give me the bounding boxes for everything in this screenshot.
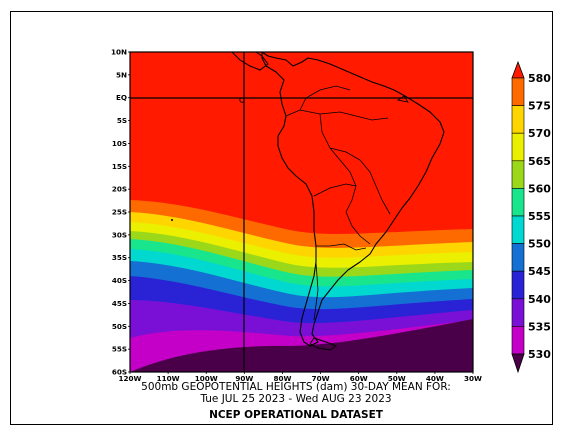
colorbar-labels: 580 575 570 565 560 555 550 545 540 535 530 (528, 72, 551, 361)
figure-frame (10, 11, 553, 425)
lon-tick-label: 50W (388, 374, 406, 383)
colorbar-level-label: 580 (528, 72, 551, 85)
colorbar-level-label: 555 (528, 210, 551, 223)
colorbar-level-label: 565 (528, 155, 551, 168)
island-dot (171, 219, 173, 221)
lon-tick-label: 40W (426, 374, 444, 383)
lat-tick-label: 10S (112, 139, 127, 148)
band-below-530 (130, 319, 473, 372)
colorbar-level-label: 535 (528, 320, 551, 333)
colorbar-swatch (511, 132, 525, 162)
lon-tick-label: 80W (273, 374, 291, 383)
lon-tick-label: 30W (464, 374, 482, 383)
lat-tick-label: 10N (111, 48, 127, 57)
lon-tick-label: 100W (195, 374, 218, 383)
map-panel (130, 52, 473, 372)
axis-ticks (128, 51, 474, 374)
colorbar (511, 60, 525, 374)
colorbar-level-label: 570 (528, 127, 551, 140)
lat-tick-label: 35S (112, 253, 127, 262)
colorbar-swatch (511, 105, 525, 134)
lat-tick-label: 45S (112, 299, 127, 308)
lat-tick-label: 20S (112, 185, 127, 194)
colorbar-swatch (511, 243, 525, 272)
lat-tick-label: 30S (112, 230, 127, 239)
longitude-labels: 120W 110W 100W 90W 80W 70W 60W 50W 40W 30W (119, 374, 483, 383)
lat-tick-label: 25S (112, 208, 127, 217)
colorbar-swatch (511, 188, 525, 217)
tierra-del-fuego (309, 337, 338, 351)
colorbar-level-label: 545 (528, 265, 551, 278)
lon-tick-label: 110W (157, 374, 180, 383)
title-line-2: Tue JUL 25 2023 - Wed AUG 23 2023 (199, 393, 391, 405)
lat-tick-label: 15S (112, 162, 127, 171)
lon-tick-label: 60W (350, 374, 368, 383)
lat-tick-label: 5S (117, 116, 127, 125)
south-america-coastline (261, 52, 445, 347)
latitude-labels: 10N 5N EQ 5S 10S 15S 20S 25S 30S 35S 40S 45S 50S 55S 6… (111, 48, 127, 377)
colorbar-level-label: 550 (528, 238, 551, 251)
colorbar-level-label: 560 (528, 182, 551, 195)
colorbar-level-label: 540 (528, 293, 551, 306)
colorbar-swatch (511, 160, 525, 189)
central-america (130, 52, 269, 71)
colorbar-swatch (511, 298, 525, 327)
colorbar-swatch (511, 77, 525, 106)
lat-tick-label: 50S (112, 322, 127, 331)
colorbar-bottom-arrow (511, 353, 525, 374)
colorbar-swatch (511, 215, 525, 244)
lon-tick-label: 120W (119, 374, 142, 383)
colorbar-top-arrow (511, 60, 525, 79)
colorbar-swatch (511, 270, 525, 300)
colorbar-swatch (511, 326, 525, 355)
lon-tick-label: 90W (235, 374, 253, 383)
colorbar-level-label: 575 (528, 100, 551, 113)
lat-tick-label: 5N (116, 70, 127, 79)
lat-tick-label: 60S (112, 368, 127, 377)
country-borders (285, 85, 391, 321)
lon-tick-label: 70W (312, 374, 330, 383)
data-source: NCEP OPERATIONAL DATASET (209, 409, 384, 421)
lat-tick-label: 55S (112, 345, 127, 354)
lat-tick-label: 40S (112, 276, 127, 285)
lat-tick-label: EQ (116, 93, 127, 102)
colorbar-level-label: 530 (528, 348, 551, 361)
title-line-1: 500mb GEOPOTENTIAL HEIGHTS (dam) 30-DAY … (141, 381, 451, 393)
